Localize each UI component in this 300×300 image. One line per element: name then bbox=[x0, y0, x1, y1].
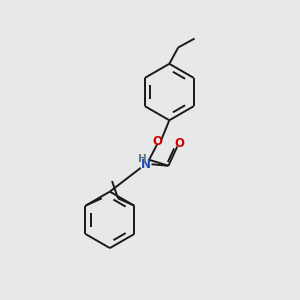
Text: O: O bbox=[152, 136, 162, 148]
Text: H: H bbox=[138, 154, 146, 164]
Text: O: O bbox=[175, 137, 185, 150]
Text: N: N bbox=[141, 158, 151, 171]
